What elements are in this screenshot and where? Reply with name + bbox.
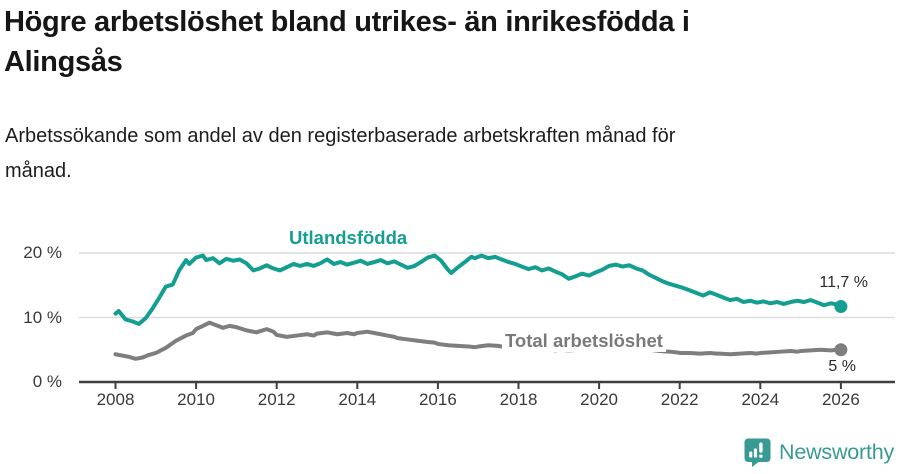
x-axis-label-2012: 2012 [257, 390, 296, 409]
x-axis-label-2020: 2020 [580, 390, 619, 409]
y-axis-label-10: 10 % [23, 307, 62, 327]
series-line-1 [113, 320, 843, 361]
x-axis-label-2018: 2018 [499, 390, 538, 409]
series-end-dot-1 [834, 343, 848, 357]
x-axis-label-2008: 2008 [96, 390, 135, 409]
x-axis-label-2016: 2016 [418, 390, 457, 409]
title-line-2: Alingsås [4, 46, 123, 78]
page-title: Högre arbetslöshet bland utrikes- än inr… [4, 2, 690, 82]
chart-subtitle: Arbetssökande som andel av den registerb… [5, 119, 675, 189]
x-axis-label-2014: 2014 [338, 390, 377, 409]
newsworthy-logo-icon [744, 438, 771, 467]
x-axis-label-2010: 2010 [177, 390, 216, 409]
y-axis-label-20: 20 % [23, 243, 62, 262]
end-value-total-arbetsloshet: 5 % [828, 358, 856, 375]
subtitle-line-1: Arbetssökande som andel av den registerb… [5, 125, 676, 147]
series-label-utlandsfodda: Utlandsfödda [286, 227, 411, 249]
series-label-total-arbetsloshet: Total arbetslöshet [502, 330, 666, 352]
subtitle-line-2: månad. [5, 160, 72, 182]
brand-footer: Newsworthy [744, 438, 894, 467]
x-axis-label-2022: 2022 [660, 390, 699, 409]
series-line-0 [113, 253, 843, 326]
series-end-dot-0 [834, 300, 848, 314]
x-axis-label-2024: 2024 [741, 390, 780, 409]
end-value-utlandsfodda: 11,7 % [819, 274, 868, 291]
y-axis-label-0: 0 % [32, 372, 62, 391]
brand-name: Newsworthy [779, 440, 895, 464]
title-line-1: Högre arbetslöshet bland utrikes- än inr… [4, 6, 690, 38]
x-axis-label-2026: 2026 [821, 390, 860, 409]
